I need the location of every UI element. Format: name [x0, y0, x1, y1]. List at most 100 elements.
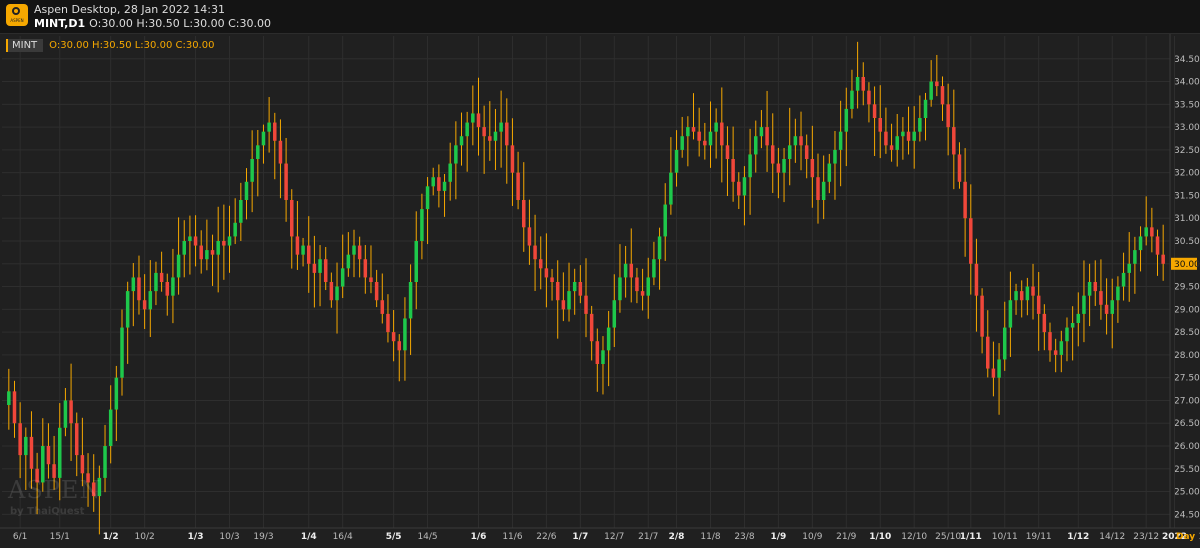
- x-tick-label: 1/6: [471, 532, 487, 542]
- candle-body: [386, 313, 390, 333]
- candle-body: [437, 177, 441, 191]
- candle-body: [538, 259, 543, 269]
- candle-body: [24, 436, 28, 456]
- candle-body: [782, 159, 786, 173]
- x-tick-label: 1/12: [1067, 532, 1089, 542]
- y-tick-label: 24.50: [1174, 510, 1200, 520]
- title-bar: ASPEN Aspen Desktop, 28 Jan 2022 14:31 M…: [0, 0, 1200, 34]
- candle-body: [499, 122, 503, 132]
- y-tick-label: 30.50: [1174, 237, 1200, 247]
- candle-body: [295, 236, 300, 255]
- candle-body: [606, 327, 611, 351]
- candle-body: [578, 282, 583, 296]
- candle-body: [193, 236, 198, 246]
- x-tick-label: 1/3: [188, 532, 204, 542]
- y-tick-label: 31.50: [1174, 191, 1200, 201]
- candle-body: [267, 122, 271, 132]
- x-tick-label: 10/2: [135, 532, 155, 542]
- candle-body: [171, 277, 175, 296]
- candle-body: [397, 341, 402, 351]
- candle-body: [318, 259, 322, 273]
- candle-body: [1065, 327, 1069, 342]
- x-tick-label: 11/8: [700, 532, 720, 542]
- candle-body: [759, 127, 764, 137]
- candle-body: [799, 136, 803, 146]
- x-tick-label: 1/11: [960, 532, 982, 542]
- candle-body: [1144, 227, 1148, 237]
- candle-body: [884, 131, 888, 146]
- candle-body: [787, 145, 792, 159]
- candle-body: [35, 468, 39, 483]
- candle-body: [997, 359, 1001, 378]
- candle-body: [471, 113, 475, 123]
- candle-body: [1104, 304, 1109, 314]
- candle-body: [844, 108, 849, 132]
- legend-symbol[interactable]: MINT: [6, 39, 44, 52]
- candle-body: [244, 181, 249, 200]
- x-tick-label: 12/10: [901, 532, 927, 542]
- x-tick-label: 10/3: [219, 532, 239, 542]
- candle-body: [737, 181, 741, 196]
- candle-body: [640, 291, 645, 296]
- logo-text: ASPEN: [10, 18, 24, 23]
- candle-body: [210, 250, 215, 255]
- candle-body: [861, 77, 866, 91]
- candle-body: [414, 241, 418, 282]
- candle-body: [323, 259, 328, 282]
- candle-body: [544, 268, 549, 278]
- y-tick-label: 28.50: [1174, 328, 1200, 338]
- y-tick-label: 31.00: [1174, 214, 1200, 224]
- candle-body: [142, 300, 147, 310]
- candle-body: [635, 277, 639, 292]
- candle-body: [103, 446, 107, 478]
- y-tick-label: 32.50: [1174, 146, 1200, 156]
- candle-body: [952, 127, 956, 155]
- candle-body: [306, 245, 311, 264]
- candle-body: [448, 163, 452, 182]
- candle-body: [765, 127, 769, 146]
- last-price-label: 30.00: [1174, 260, 1200, 270]
- candle-body: [855, 77, 860, 91]
- candle-body: [708, 131, 713, 146]
- candle-body: [918, 118, 922, 132]
- y-tick-label: 25.00: [1174, 488, 1200, 498]
- candle-body: [612, 300, 617, 328]
- y-tick-label: 29.50: [1174, 283, 1200, 293]
- candle-body: [346, 254, 351, 269]
- candlestick-chart[interactable]: 24.50 25.00 25.50 26.00 26.50 27.00 27.50 28.00…: [0, 34, 1200, 544]
- candle-body: [595, 341, 600, 364]
- price-chart[interactable]: 24.50 25.00 25.50 26.00 26.50 27.00 27.50 28.00…: [0, 34, 1200, 544]
- candle-body: [1019, 291, 1024, 301]
- candle-body: [58, 427, 62, 478]
- candle-body: [901, 131, 905, 137]
- candle-body: [867, 90, 871, 105]
- candle-body: [714, 122, 718, 132]
- candle-body: [1025, 286, 1030, 301]
- watermark-logo: ASPEN: [8, 476, 102, 504]
- candle-body: [459, 136, 464, 146]
- candle-body: [810, 159, 815, 178]
- window-ohlc: O:30.00 H:30.50 L:30.00 C:30.00: [89, 17, 271, 30]
- candle-body: [182, 241, 186, 255]
- candle-body: [352, 245, 356, 255]
- y-tick-label: 27.00: [1174, 396, 1200, 406]
- x-tick-label: 1/4: [301, 532, 317, 542]
- candle-body: [335, 286, 339, 301]
- x-tick-label: 1/7: [572, 532, 588, 542]
- x-tick-label: 23/8: [734, 532, 754, 542]
- candle-body: [363, 259, 368, 278]
- candle-body: [878, 118, 882, 132]
- candle-body: [154, 272, 158, 292]
- candle-body: [239, 200, 243, 223]
- y-tick-label: 34.50: [1174, 55, 1200, 65]
- candle-body: [957, 154, 962, 182]
- y-tick-label: 25.50: [1174, 465, 1200, 475]
- candle-body: [748, 154, 752, 178]
- candle-body: [522, 200, 526, 228]
- x-tick-label: 16/4: [333, 532, 353, 542]
- candle-body: [408, 282, 413, 319]
- watermark-by: by ThaiQuest: [10, 506, 85, 517]
- candle-body: [454, 145, 458, 164]
- candle-body: [227, 236, 232, 246]
- candle-body: [278, 140, 283, 164]
